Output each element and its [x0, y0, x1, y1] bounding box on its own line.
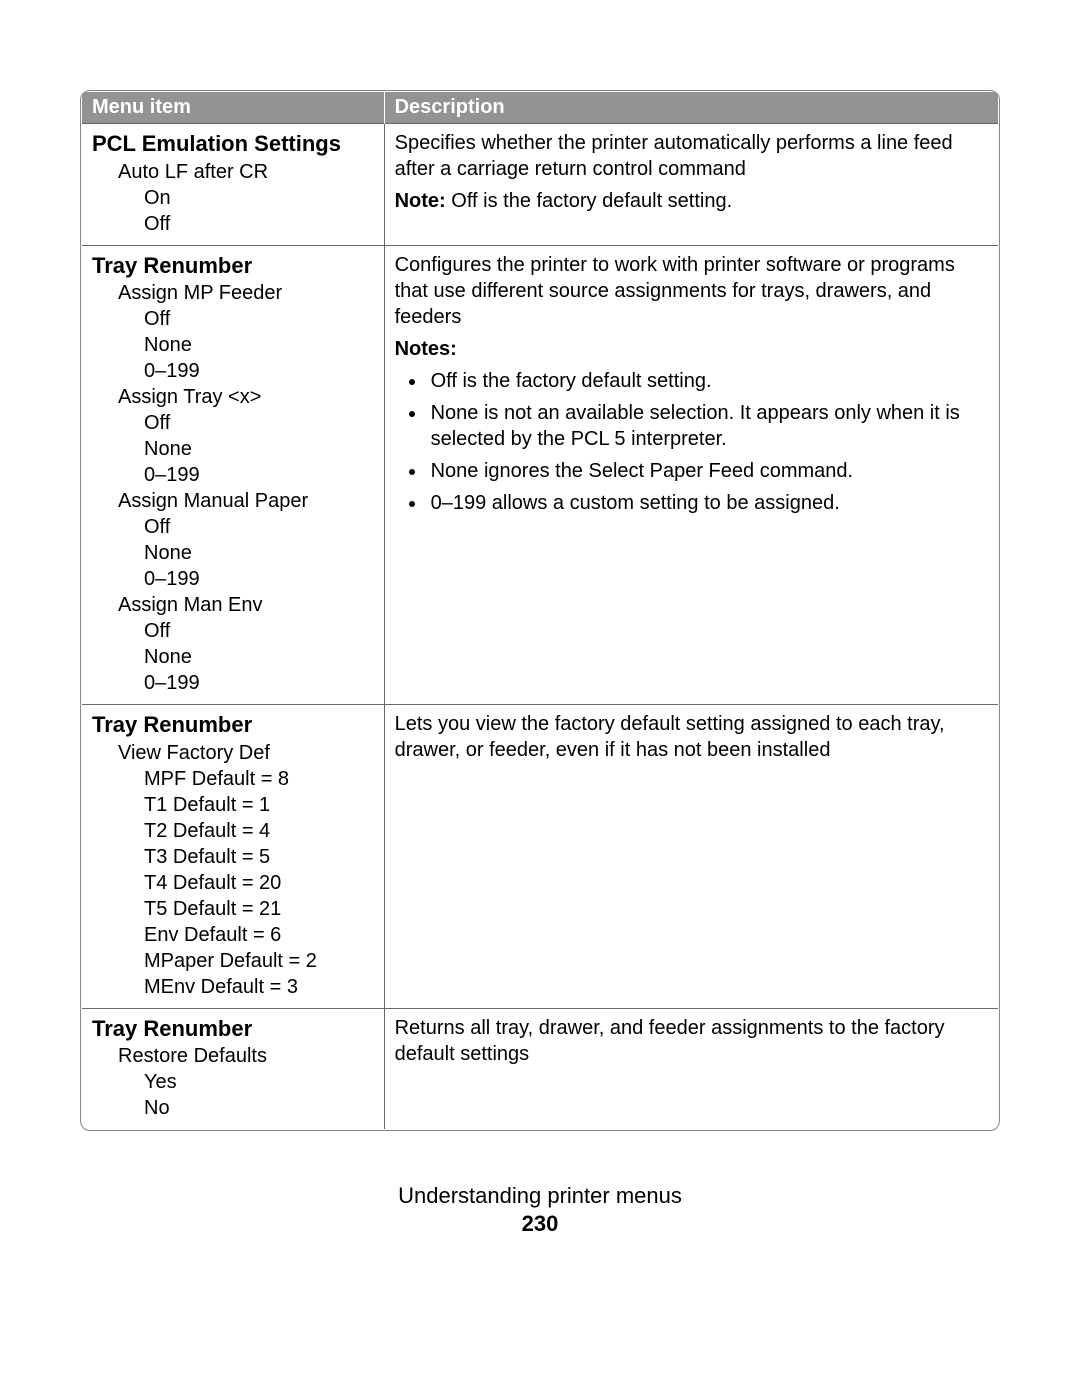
table-row: Tray RenumberRestore DefaultsYesNoReturn… — [82, 1008, 999, 1130]
table-header-row: Menu item Description — [82, 92, 999, 124]
menu-item-option: Assign Man Env — [118, 592, 374, 618]
menu-item-option: MPF Default = 8 — [144, 766, 374, 792]
menu-item-option: Off — [144, 514, 374, 540]
menu-item-option: 0–199 — [144, 462, 374, 488]
menu-item-option: T3 Default = 5 — [144, 844, 374, 870]
notes-label: Notes: — [395, 336, 988, 362]
menu-item-cell: PCL Emulation SettingsAuto LF after CROn… — [82, 124, 385, 246]
description-text: Returns all tray, drawer, and feeder ass… — [395, 1015, 988, 1067]
menu-table: Menu item Description PCL Emulation Sett… — [81, 91, 999, 1130]
menu-item-cell: Tray RenumberView Factory DefMPF Default… — [82, 705, 385, 1009]
menu-item-option: Off — [144, 211, 374, 237]
menu-item-option: Off — [144, 410, 374, 436]
menu-item-option: Assign Tray <x> — [118, 384, 374, 410]
description-cell: Returns all tray, drawer, and feeder ass… — [384, 1008, 998, 1130]
table-row: Tray RenumberAssign MP FeederOffNone0–19… — [82, 245, 999, 705]
menu-item-option: 0–199 — [144, 670, 374, 696]
menu-item-option: Env Default = 6 — [144, 922, 374, 948]
notes-list-item: None is not an available selection. It a… — [427, 400, 988, 452]
menu-table-wrap: Menu item Description PCL Emulation Sett… — [80, 90, 1000, 1131]
footer-section-title: Understanding printer menus — [0, 1183, 1080, 1209]
page-footer: Understanding printer menus 230 — [0, 1183, 1080, 1237]
menu-item-option: Auto LF after CR — [118, 159, 374, 185]
description-cell: Configures the printer to work with prin… — [384, 245, 998, 705]
menu-item-option: None — [144, 540, 374, 566]
note-label: Note: — [395, 190, 446, 212]
description-note: Note: Off is the factory default setting… — [395, 188, 988, 214]
note-text: Off is the factory default setting. — [446, 190, 732, 212]
header-menu-item: Menu item — [82, 92, 385, 124]
table-row: Tray RenumberView Factory DefMPF Default… — [82, 705, 999, 1009]
menu-item-option: T1 Default = 1 — [144, 792, 374, 818]
menu-item-option: Yes — [144, 1069, 374, 1095]
notes-list-item: Off is the factory default setting. — [427, 368, 988, 394]
menu-item-option: On — [144, 185, 374, 211]
description-cell: Specifies whether the printer automatica… — [384, 124, 998, 246]
menu-item-option: Off — [144, 306, 374, 332]
description-text: Lets you view the factory default settin… — [395, 711, 988, 763]
description-text: Specifies whether the printer automatica… — [395, 130, 988, 182]
menu-item-option: None — [144, 332, 374, 358]
menu-item-cell: Tray RenumberRestore DefaultsYesNo — [82, 1008, 385, 1130]
description-cell: Lets you view the factory default settin… — [384, 705, 998, 1009]
menu-item-option: Assign MP Feeder — [118, 280, 374, 306]
menu-item-option: View Factory Def — [118, 740, 374, 766]
notes-list-item: None ignores the Select Paper Feed comma… — [427, 458, 988, 484]
menu-item-option: None — [144, 644, 374, 670]
menu-item-title: Tray Renumber — [92, 1015, 374, 1044]
menu-item-option: No — [144, 1095, 374, 1121]
menu-item-option: MPaper Default = 2 — [144, 948, 374, 974]
footer-page-number: 230 — [0, 1211, 1080, 1237]
header-description: Description — [384, 92, 998, 124]
menu-item-option: Restore Defaults — [118, 1043, 374, 1069]
menu-item-option: T5 Default = 21 — [144, 896, 374, 922]
menu-item-option: T2 Default = 4 — [144, 818, 374, 844]
menu-item-title: PCL Emulation Settings — [92, 130, 374, 159]
notes-list-item: 0–199 allows a custom setting to be assi… — [427, 490, 988, 516]
table-row: PCL Emulation SettingsAuto LF after CROn… — [82, 124, 999, 246]
menu-item-option: None — [144, 436, 374, 462]
menu-item-option: Assign Manual Paper — [118, 488, 374, 514]
menu-item-option: Off — [144, 618, 374, 644]
menu-item-option: MEnv Default = 3 — [144, 974, 374, 1000]
menu-item-option: T4 Default = 20 — [144, 870, 374, 896]
page-content: Menu item Description PCL Emulation Sett… — [0, 0, 1080, 1131]
menu-item-title: Tray Renumber — [92, 252, 374, 281]
menu-item-title: Tray Renumber — [92, 711, 374, 740]
menu-item-option: 0–199 — [144, 358, 374, 384]
description-text: Configures the printer to work with prin… — [395, 252, 988, 330]
menu-item-cell: Tray RenumberAssign MP FeederOffNone0–19… — [82, 245, 385, 705]
notes-list: Off is the factory default setting. None … — [395, 368, 988, 516]
menu-item-option: 0–199 — [144, 566, 374, 592]
